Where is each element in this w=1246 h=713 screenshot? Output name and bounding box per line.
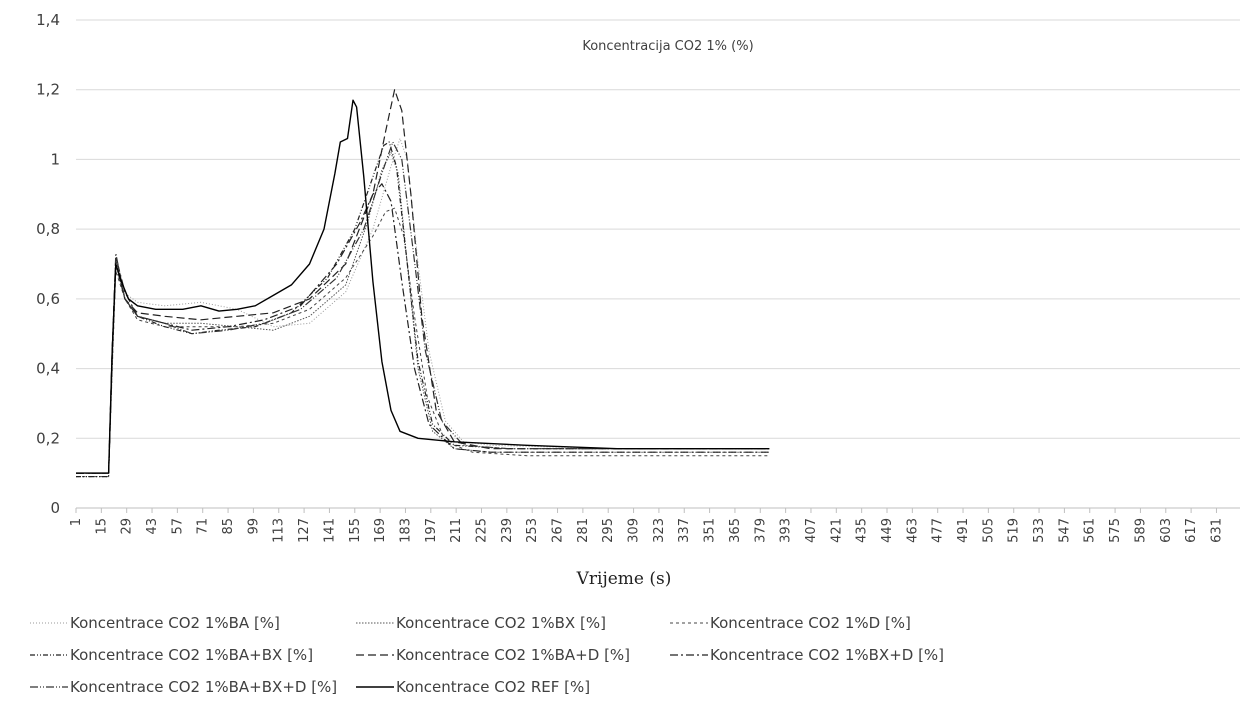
x-tick-label: 603 (1159, 518, 1174, 543)
x-tick-label: 631 (1209, 518, 1224, 543)
x-tick-label: 365 (728, 518, 743, 543)
x-tick-label: 477 (931, 518, 946, 543)
x-tick-label: 561 (1083, 518, 1098, 543)
x-tick-label: 1 (69, 518, 84, 526)
x-tick-label: 351 (703, 518, 718, 543)
x-tick-label: 533 (1032, 518, 1047, 543)
x-tick-label: 71 (196, 518, 211, 535)
legend-label: Koncentrace CO2 1%BA+BX+D [%] (70, 678, 338, 696)
x-tick-label: 15 (94, 518, 109, 535)
x-tick-label: 57 (170, 518, 185, 535)
y-tick-label: 1 (50, 150, 60, 168)
x-tick-label: 127 (297, 518, 312, 543)
legend-item: Koncentrace CO2 1%D [%] (668, 612, 911, 634)
legend-item: Koncentrace CO2 1%BA [%] (28, 612, 280, 634)
x-tick-label: 295 (601, 518, 616, 543)
legend-swatch (30, 686, 68, 688)
y-tick-label: 0,6 (36, 290, 60, 308)
series-line-5 (76, 89, 770, 474)
x-tick-label: 99 (246, 518, 261, 535)
series-line-1 (76, 138, 770, 478)
x-tick-label: 141 (322, 518, 337, 543)
y-tick-label: 1,4 (36, 11, 60, 29)
series-lines (76, 89, 770, 478)
x-tick-label: 267 (551, 518, 566, 543)
x-axis-label: Vrijeme (s) (576, 569, 672, 589)
y-tick-label: 0,4 (36, 360, 60, 378)
series-line-2 (76, 152, 770, 474)
y-tick-label: 1,2 (36, 81, 60, 99)
y-tick-label: 0,8 (36, 220, 60, 238)
x-tick-label: 225 (474, 518, 489, 543)
x-tick-label: 435 (855, 518, 870, 543)
x-tick-label: 575 (1108, 518, 1123, 543)
series-line-7 (76, 141, 770, 474)
legend-label: Koncentrace CO2 1%BA+BX [%] (70, 646, 314, 664)
x-axis-ticks: 1 15 29 43 57 71 85 99 113 127 141 155 169 183 197 211 2… (69, 508, 1224, 543)
x-tick-label: 407 (804, 518, 819, 543)
y-axis-ticks: 0 0,2 0,4 0,6 0,8 1 1,2 1,4 (36, 11, 60, 517)
x-tick-label: 85 (221, 518, 236, 535)
y-tick-label: 0 (50, 499, 60, 517)
y-tick-label: 0,2 (36, 429, 60, 447)
x-tick-label: 197 (424, 518, 439, 543)
legend-item: Koncentrace CO2 1%BX [%] (354, 612, 606, 634)
series-line-8 (76, 99, 770, 474)
legend-swatch (30, 622, 68, 624)
legend-item: Koncentrace CO2 1%BA+BX [%] (28, 644, 313, 666)
x-tick-label: 183 (398, 518, 413, 543)
legend-item: Koncentrace CO2 1%BX+D [%] (668, 644, 944, 666)
chart-title: Koncentracija CO2 1% (%) (582, 39, 753, 54)
x-tick-label: 589 (1133, 518, 1148, 543)
legend-label: Koncentrace CO2 REF [%] (396, 678, 591, 696)
legend-swatch (356, 686, 394, 688)
legend-label: Koncentrace CO2 1%D [%] (710, 614, 911, 632)
x-tick-label: 239 (500, 518, 515, 543)
series-line-6 (76, 183, 770, 474)
legend-label: Koncentrace CO2 1%BA+D [%] (396, 646, 631, 664)
x-tick-label: 169 (373, 518, 388, 543)
x-tick-label: 309 (627, 518, 642, 543)
x-tick-label: 491 (956, 518, 971, 543)
series-line-3 (76, 207, 770, 478)
x-tick-label: 421 (829, 518, 844, 543)
x-tick-label: 43 (145, 518, 160, 535)
x-tick-label: 211 (449, 518, 464, 543)
grid-lines (76, 19, 1240, 509)
x-tick-label: 337 (677, 518, 692, 543)
x-tick-label: 393 (779, 518, 794, 543)
legend-swatch (670, 622, 708, 624)
x-tick-label: 113 (272, 518, 287, 543)
x-tick-label: 463 (905, 518, 920, 543)
legend-item: Koncentrace CO2 1%BA+BX+D [%] (28, 676, 337, 698)
x-tick-label: 519 (1007, 518, 1022, 543)
x-tick-label: 449 (880, 518, 895, 543)
x-tick-label: 617 (1184, 518, 1199, 543)
legend-swatch (30, 654, 68, 656)
x-tick-label: 281 (576, 518, 591, 543)
legend-swatch (356, 622, 394, 624)
legend-item: Koncentrace CO2 1%BA+D [%] (354, 644, 630, 666)
legend-swatch (670, 654, 708, 656)
legend-label: Koncentrace CO2 1%BX+D [%] (710, 646, 945, 664)
x-tick-label: 547 (1057, 518, 1072, 543)
x-tick-label: 29 (120, 518, 135, 535)
legend-label: Koncentrace CO2 1%BX [%] (396, 614, 606, 632)
legend-item: Koncentrace CO2 REF [%] (354, 676, 590, 698)
x-tick-label: 323 (652, 518, 667, 543)
legend-label: Koncentrace CO2 1%BA [%] (70, 614, 280, 632)
x-tick-label: 505 (981, 518, 996, 543)
legend-swatch (356, 654, 394, 656)
x-tick-label: 379 (753, 518, 768, 543)
x-tick-label: 155 (348, 518, 363, 543)
x-tick-label: 253 (525, 518, 540, 543)
